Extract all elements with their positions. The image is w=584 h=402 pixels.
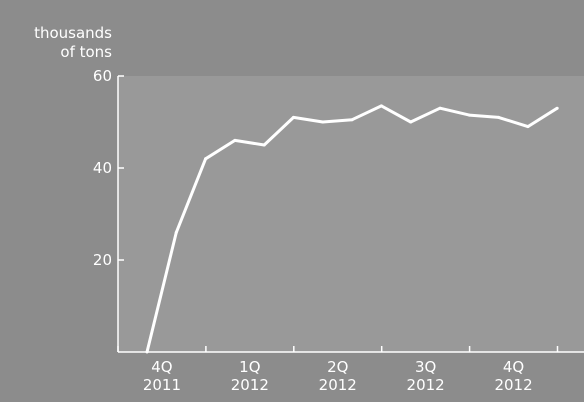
- x-tick-label-quarter: 2Q: [327, 358, 348, 376]
- axes: [117, 76, 584, 353]
- x-tick-label-quarter: 1Q: [239, 358, 260, 376]
- plot-area: [118, 76, 584, 352]
- x-tick-label-quarter: 4Q: [151, 358, 172, 376]
- x-tick-label-year: 2012: [231, 376, 269, 394]
- data-point: [526, 125, 530, 129]
- x-tick-label-year: 2012: [407, 376, 445, 394]
- data-point: [174, 230, 178, 234]
- y-axis-label-line-1: thousands: [34, 24, 112, 42]
- x-tick-label-year: 2011: [143, 376, 181, 394]
- data-point: [204, 157, 208, 161]
- data-point: [321, 120, 325, 124]
- data-point: [233, 138, 237, 142]
- x-tick-label-quarter: 3Q: [415, 358, 436, 376]
- data-point: [350, 118, 354, 122]
- data-point: [467, 113, 471, 117]
- y-tick-label: 40: [93, 159, 112, 177]
- y-axis-ticks: 20 40 60: [93, 67, 124, 269]
- y-axis-label-line-2: of tons: [60, 43, 112, 61]
- data-point: [145, 350, 149, 354]
- x-tick-label-year: 2012: [319, 376, 357, 394]
- data-point: [262, 143, 266, 147]
- x-tick-label-year: 2012: [494, 376, 532, 394]
- x-tick-label-quarter: 4Q: [503, 358, 524, 376]
- data-point: [379, 104, 383, 108]
- y-tick-label: 60: [93, 67, 112, 85]
- y-tick-label: 20: [93, 251, 112, 269]
- data-point: [497, 115, 501, 119]
- data-point: [292, 115, 295, 119]
- data-point: [409, 120, 413, 124]
- data-point: [555, 106, 559, 110]
- series-group: [145, 104, 559, 354]
- data-point: [438, 106, 442, 110]
